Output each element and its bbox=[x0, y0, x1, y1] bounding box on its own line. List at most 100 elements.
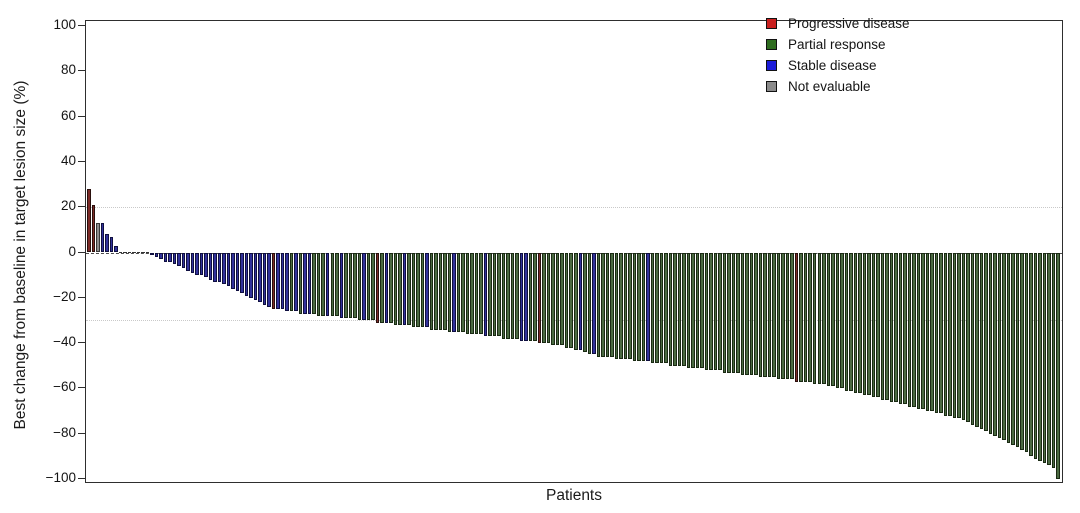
y-tick-mark bbox=[78, 206, 85, 208]
patient-bar bbox=[1015, 252, 1020, 448]
patient-bar bbox=[880, 252, 885, 400]
patient-bar bbox=[474, 252, 479, 335]
patient-bar bbox=[943, 252, 948, 416]
patient-bar bbox=[127, 251, 132, 253]
y-tick-label: 40 bbox=[60, 152, 76, 168]
patient-bar bbox=[894, 252, 898, 402]
patient-bar bbox=[668, 252, 673, 366]
patient-bar bbox=[695, 252, 700, 368]
patient-bar bbox=[114, 245, 118, 253]
patient-bar bbox=[826, 252, 831, 387]
patient-bar bbox=[916, 252, 921, 409]
patient-bar bbox=[244, 252, 249, 296]
patient-bar bbox=[876, 252, 880, 398]
patient-bar bbox=[353, 252, 357, 319]
patient-bar bbox=[109, 236, 114, 253]
patient-bar bbox=[258, 252, 262, 303]
patient-bar bbox=[519, 252, 524, 341]
patient-bar bbox=[862, 252, 867, 396]
patient-bar bbox=[416, 252, 420, 328]
patient-bar bbox=[253, 252, 258, 301]
y-tick-mark bbox=[78, 342, 85, 344]
patient-bar bbox=[853, 252, 858, 393]
patient-bar bbox=[817, 252, 821, 384]
y-tick-label: −100 bbox=[45, 470, 76, 485]
patient-bar bbox=[172, 252, 177, 264]
patient-bar bbox=[285, 252, 289, 312]
patient-bar bbox=[758, 252, 763, 378]
patient-bar bbox=[537, 252, 542, 344]
patient-bar bbox=[704, 252, 709, 371]
patient-bar bbox=[438, 252, 443, 330]
patient-bar bbox=[447, 252, 452, 332]
patient-bar bbox=[294, 252, 298, 312]
patient-bar bbox=[740, 252, 745, 375]
patient-bar bbox=[456, 252, 461, 332]
legend-swatch-icon bbox=[766, 39, 777, 50]
patient-bar bbox=[488, 252, 492, 337]
y-tick-label: 60 bbox=[60, 107, 76, 123]
patient-bar bbox=[610, 252, 614, 357]
patient-bar bbox=[794, 252, 799, 382]
patient-bar bbox=[465, 252, 470, 335]
patient-bar bbox=[208, 252, 213, 280]
patient-bar bbox=[1002, 252, 1006, 441]
patient-bar bbox=[141, 251, 145, 253]
patient-bar bbox=[623, 252, 628, 359]
patient-bar bbox=[420, 252, 425, 328]
y-tick-label: −40 bbox=[53, 334, 76, 350]
patient-bar bbox=[831, 252, 835, 387]
patient-bar bbox=[903, 252, 907, 405]
patient-bar bbox=[871, 252, 876, 398]
patient-bar bbox=[677, 252, 682, 366]
patient-bar bbox=[952, 252, 957, 418]
patient-bar bbox=[785, 252, 790, 380]
patient-bar bbox=[348, 252, 353, 319]
y-tick-label: −60 bbox=[53, 379, 76, 395]
patient-bar bbox=[939, 252, 943, 414]
y-tick-label: 0 bbox=[68, 243, 76, 259]
legend-item-not-evaluable: Not evaluable bbox=[766, 76, 910, 97]
patient-bar bbox=[425, 252, 429, 328]
patient-bar bbox=[921, 252, 925, 409]
patient-bar bbox=[803, 252, 808, 382]
patient-bar bbox=[632, 252, 637, 362]
patient-bar bbox=[673, 252, 677, 366]
patient-bar bbox=[443, 252, 447, 330]
patient-bar bbox=[402, 252, 407, 325]
patient-bar bbox=[190, 252, 195, 273]
patient-bar bbox=[434, 252, 438, 330]
patient-bar bbox=[993, 252, 997, 436]
patient-bar bbox=[979, 252, 984, 430]
patient-bar bbox=[790, 252, 794, 380]
legend-swatch-icon bbox=[766, 60, 777, 71]
patient-bar bbox=[235, 252, 240, 291]
patient-bar bbox=[163, 252, 168, 262]
patient-bar bbox=[822, 252, 826, 384]
patient-bar bbox=[470, 252, 474, 335]
legend-item-progressive-disease: Progressive disease bbox=[766, 13, 910, 34]
patient-bar bbox=[132, 251, 136, 253]
patient-bar bbox=[808, 252, 812, 382]
y-tick-mark bbox=[78, 70, 85, 72]
patient-bar bbox=[298, 252, 303, 314]
patient-bar bbox=[389, 252, 393, 323]
patient-bar bbox=[799, 252, 803, 382]
patient-bar bbox=[497, 252, 501, 337]
patient-bar bbox=[429, 252, 434, 330]
legend-swatch-icon bbox=[766, 81, 777, 92]
patient-bar bbox=[930, 252, 934, 412]
patient-bar bbox=[849, 252, 853, 391]
patient-bar bbox=[961, 252, 966, 421]
patient-bar bbox=[867, 252, 871, 396]
patient-bar bbox=[709, 252, 713, 371]
patient-bar bbox=[330, 252, 334, 316]
patient-bar bbox=[240, 252, 244, 294]
patient-bar bbox=[262, 252, 267, 305]
patient-bar bbox=[1042, 252, 1047, 464]
patient-bar bbox=[718, 252, 722, 371]
patient-bar bbox=[271, 252, 276, 310]
patient-bar bbox=[186, 252, 190, 271]
patient-bar bbox=[840, 252, 844, 389]
patient-bar bbox=[199, 252, 204, 276]
